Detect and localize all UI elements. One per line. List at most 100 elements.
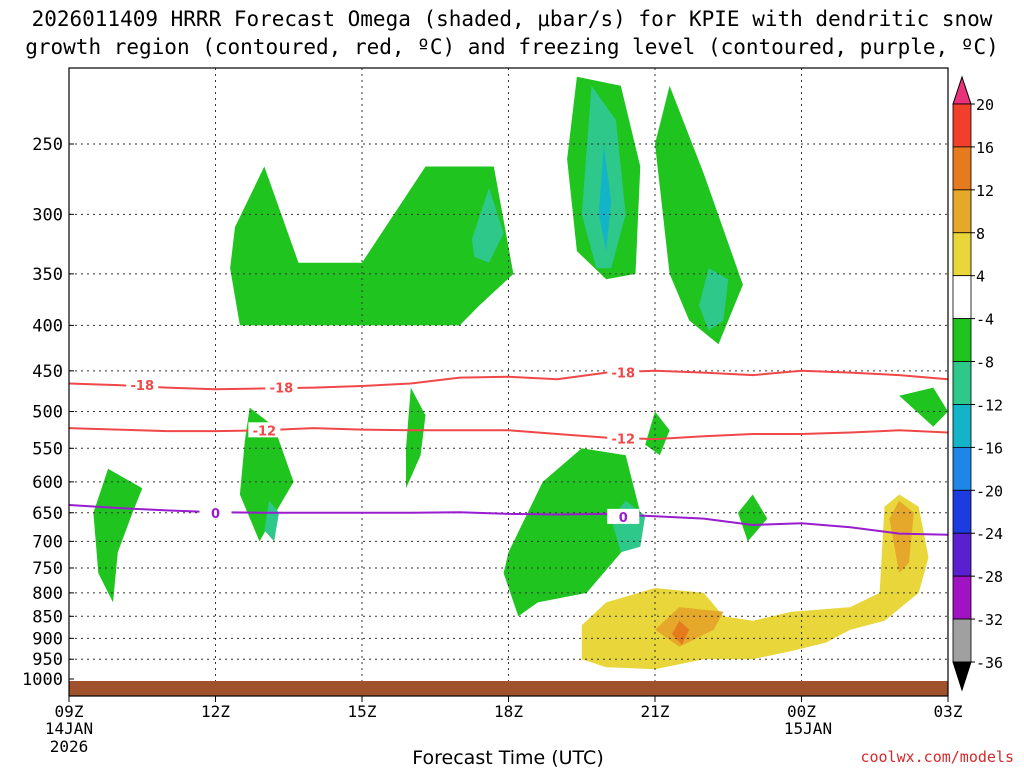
colorbar-label--32: -32	[976, 611, 1003, 629]
colorbar-segment-7	[952, 404, 972, 448]
colorbar-segment-12	[952, 618, 972, 663]
colorbar-segment-10	[952, 532, 972, 577]
date-label-14jan: 14JAN	[45, 719, 93, 738]
contour-label-bg	[607, 364, 640, 380]
colorbar-label--8: -8	[976, 354, 994, 372]
contour-label-dgz-minus18: -18	[270, 382, 294, 397]
colorbar-label--36: -36	[976, 654, 1003, 672]
y-tick-label-850: 850	[32, 607, 63, 627]
colorbar-top-arrow	[952, 75, 972, 105]
x-axis-ticks: 09Z 12Z 15Z 18Z 21Z 00Z 03Z	[55, 696, 963, 721]
y-tick-label-300: 300	[32, 205, 63, 225]
grid-layer	[69, 68, 948, 696]
contour-layer: -18 -18 -18 -12 -12 0 0	[68, 364, 949, 536]
y-tick-label-250: 250	[32, 135, 63, 155]
y-tick-label-750: 750	[32, 559, 63, 579]
colorbar-label--24: -24	[976, 525, 1003, 543]
date-label-year: 2026	[50, 737, 89, 756]
contour-label-dgz-minus18: -18	[612, 367, 636, 382]
omega-region-neg8-1	[471, 187, 504, 263]
omega-region-neg4-13	[645, 411, 670, 456]
omega-region-neg4-9	[93, 468, 143, 603]
colorbar-segment-0	[952, 103, 972, 148]
x-tick-label-21Z: 21Z	[641, 702, 670, 721]
contour-label-freezing-level-0: 0	[211, 507, 220, 522]
x-tick-label-09Z: 09Z	[55, 702, 84, 721]
omega-region-neg4-15	[899, 387, 948, 427]
omega-region-pos8-19	[889, 500, 914, 574]
contour-label-dgz-minus12: -12	[253, 424, 277, 439]
contour-label-bg	[607, 508, 640, 524]
colorbar-segment-1	[952, 146, 972, 191]
ground-fill	[69, 681, 948, 696]
colorbar-label--20: -20	[976, 482, 1003, 500]
contour-label-dgz-minus18: -18	[131, 379, 155, 394]
y-tick-label-700: 700	[32, 532, 63, 552]
y-tick-label-1000: 1000	[22, 670, 63, 690]
x-tick-label-00Z: 00Z	[787, 702, 816, 721]
colorbar-segment-11	[952, 575, 972, 620]
colorbar-segment-3	[952, 232, 972, 277]
chart-title-line-2: growth region (contoured, red, ºC) and f…	[25, 35, 999, 59]
colorbar-segment-5	[952, 318, 972, 362]
y-tick-label-400: 400	[32, 316, 63, 336]
omega-region-pos12-18	[672, 620, 690, 645]
x-tick-label-03Z: 03Z	[934, 702, 963, 721]
contour-label-bg	[126, 377, 159, 393]
omega-shading-layer	[93, 76, 948, 670]
colorbar-segment-4	[952, 275, 972, 320]
colorbar-label-12: 12	[976, 182, 994, 200]
x-axis-label: Forecast Time (UTC)	[412, 747, 603, 768]
colorbar-segment-6	[952, 361, 972, 405]
colorbar-segment-9	[952, 489, 972, 534]
contour-label-bg	[199, 504, 232, 520]
colorbar-segment-2	[952, 189, 972, 234]
colorbar-label-8: 8	[976, 225, 985, 243]
contour-label-dgz-minus12: -12	[612, 432, 636, 447]
x-tick-label-18Z: 18Z	[494, 702, 523, 721]
contour-line-dgz-minus18	[68, 369, 949, 391]
y-tick-label-500: 500	[32, 403, 63, 423]
contour-label-bg	[265, 379, 298, 395]
contour-label-bg	[607, 430, 640, 446]
colorbar-label--4: -4	[976, 311, 994, 329]
ground-layer	[69, 681, 948, 696]
x-tick-label-15Z: 15Z	[348, 702, 377, 721]
y-tick-label-650: 650	[32, 504, 63, 524]
contour-label-bg	[248, 422, 281, 438]
x-tick-label-12Z: 12Z	[201, 702, 230, 721]
y-tick-label-550: 550	[32, 439, 63, 459]
omega-region-neg12-4	[598, 144, 612, 252]
omega-region-neg4-11	[503, 448, 641, 617]
colorbar-bottom-arrow	[952, 661, 972, 692]
colorbar-label-20: 20	[976, 96, 994, 114]
colorbar-segment-8	[952, 446, 972, 491]
date-label-15jan: 15JAN	[784, 719, 832, 738]
credit-text: coolwx.com/models	[860, 748, 1014, 766]
omega-region-neg8-6	[699, 268, 729, 331]
y-tick-label-600: 600	[32, 473, 63, 493]
colorbar: 20 16 12 8 4 -4 -8 -12 -16 -20 -24 -28 -32 -36	[952, 75, 1003, 692]
chart-title-line-1: 2026011409 HRRR Forecast Omega (shaded, …	[32, 7, 993, 31]
contour-label-freezing-level-0: 0	[619, 511, 628, 526]
y-tick-label-950: 950	[32, 650, 63, 670]
y-tick-label-900: 900	[32, 629, 63, 649]
y-tick-label-350: 350	[32, 265, 63, 285]
y-tick-label-800: 800	[32, 584, 63, 604]
colorbar-label-4: 4	[976, 268, 985, 286]
omega-region-neg4-14	[738, 494, 768, 542]
omega-region-neg4-0	[230, 166, 514, 326]
colorbar-label--28: -28	[976, 568, 1003, 586]
omega-region-neg8-8	[264, 500, 279, 542]
omega-region-pos8-17	[655, 607, 724, 647]
contour-line-dgz-minus12	[68, 427, 949, 441]
omega-region-neg4-5	[655, 85, 743, 345]
omega-region-neg4-7	[239, 407, 294, 542]
colorbar-label--16: -16	[976, 439, 1003, 457]
y-tick-label-450: 450	[32, 362, 63, 382]
colorbar-label--12: -12	[976, 397, 1003, 415]
colorbar-label-16: 16	[976, 139, 994, 157]
y-axis-ticks: 2503003504004505005506006507007508008509…	[22, 135, 74, 690]
omega-region-neg4-10	[406, 387, 426, 489]
